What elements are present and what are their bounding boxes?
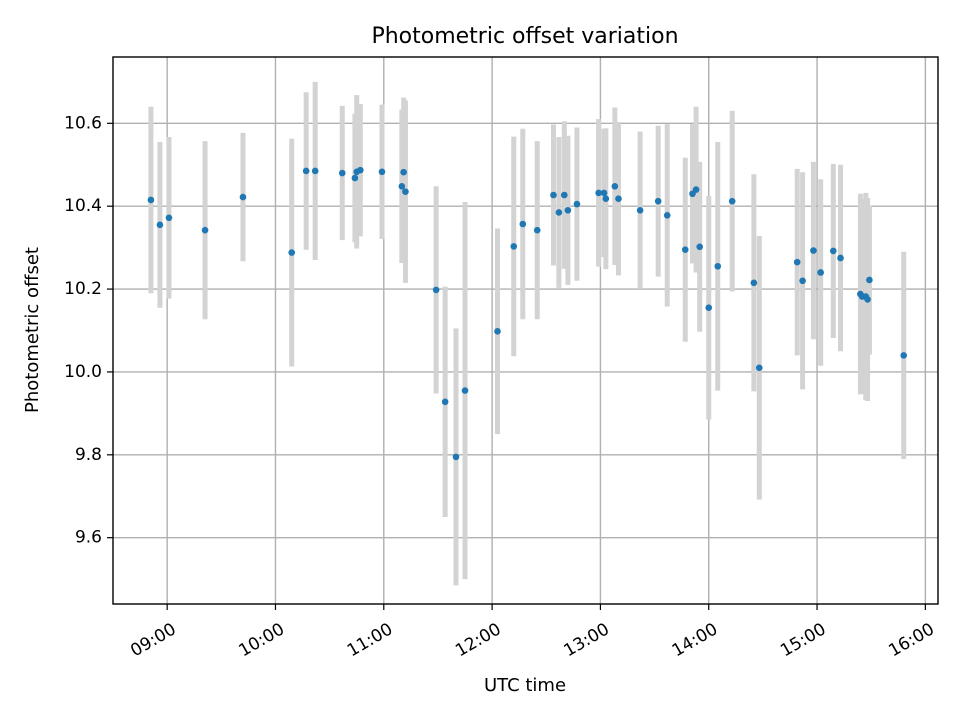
data-point <box>302 167 310 175</box>
data-point <box>561 191 568 199</box>
data-point <box>398 182 406 190</box>
data-point <box>357 166 364 174</box>
data-point <box>750 279 758 287</box>
data-point <box>654 197 662 205</box>
data-point <box>602 195 610 203</box>
x-axis-label: UTC time <box>484 675 566 696</box>
data-point <box>311 167 319 175</box>
data-point <box>432 286 440 294</box>
data-point <box>817 269 824 276</box>
data-point <box>519 220 527 228</box>
y-tick-label: 9.6 <box>75 528 102 548</box>
chart-title: Photometric offset variation <box>371 24 678 49</box>
data-point <box>705 304 713 312</box>
data-point <box>550 191 557 199</box>
data-point <box>837 254 844 262</box>
data-point <box>799 277 806 285</box>
data-point <box>810 247 817 254</box>
data-point <box>611 182 619 190</box>
data-point <box>378 168 386 176</box>
data-point <box>829 247 837 255</box>
data-point <box>441 398 449 406</box>
data-point <box>555 209 563 216</box>
data-point <box>201 226 209 234</box>
point-layer <box>147 166 908 461</box>
data-point <box>573 200 581 208</box>
plot-frame <box>112 56 939 605</box>
y-axis-label: Photometric offset <box>22 247 43 413</box>
data-point <box>288 249 296 256</box>
data-point <box>663 211 671 219</box>
data-point <box>239 193 247 201</box>
data-point <box>900 352 908 359</box>
data-point <box>452 453 460 461</box>
data-point <box>400 168 407 176</box>
data-point <box>351 174 359 182</box>
data-point <box>461 387 469 394</box>
y-tick-label: 10.0 <box>64 362 102 382</box>
data-point <box>402 188 409 195</box>
data-point <box>681 246 689 253</box>
data-point <box>696 243 704 251</box>
data-point <box>564 207 572 214</box>
data-point <box>533 226 541 234</box>
data-point <box>755 364 763 372</box>
data-point <box>636 207 644 214</box>
data-point <box>864 296 871 303</box>
data-point <box>165 214 173 222</box>
data-point <box>615 195 622 203</box>
y-tick-label: 10.6 <box>64 113 102 133</box>
data-point <box>600 189 608 197</box>
data-point <box>156 221 164 229</box>
data-point <box>338 169 346 177</box>
y-tick-label: 10.4 <box>64 196 102 216</box>
data-point <box>714 262 722 270</box>
data-point <box>692 186 700 193</box>
data-point <box>494 328 501 335</box>
data-point <box>793 258 801 266</box>
y-tick-label: 10.2 <box>64 279 102 299</box>
data-point <box>510 243 518 250</box>
data-point <box>728 197 736 205</box>
y-tick-label: 9.8 <box>75 445 102 465</box>
data-point <box>866 276 873 284</box>
data-point <box>595 189 602 197</box>
data-point <box>147 196 155 204</box>
